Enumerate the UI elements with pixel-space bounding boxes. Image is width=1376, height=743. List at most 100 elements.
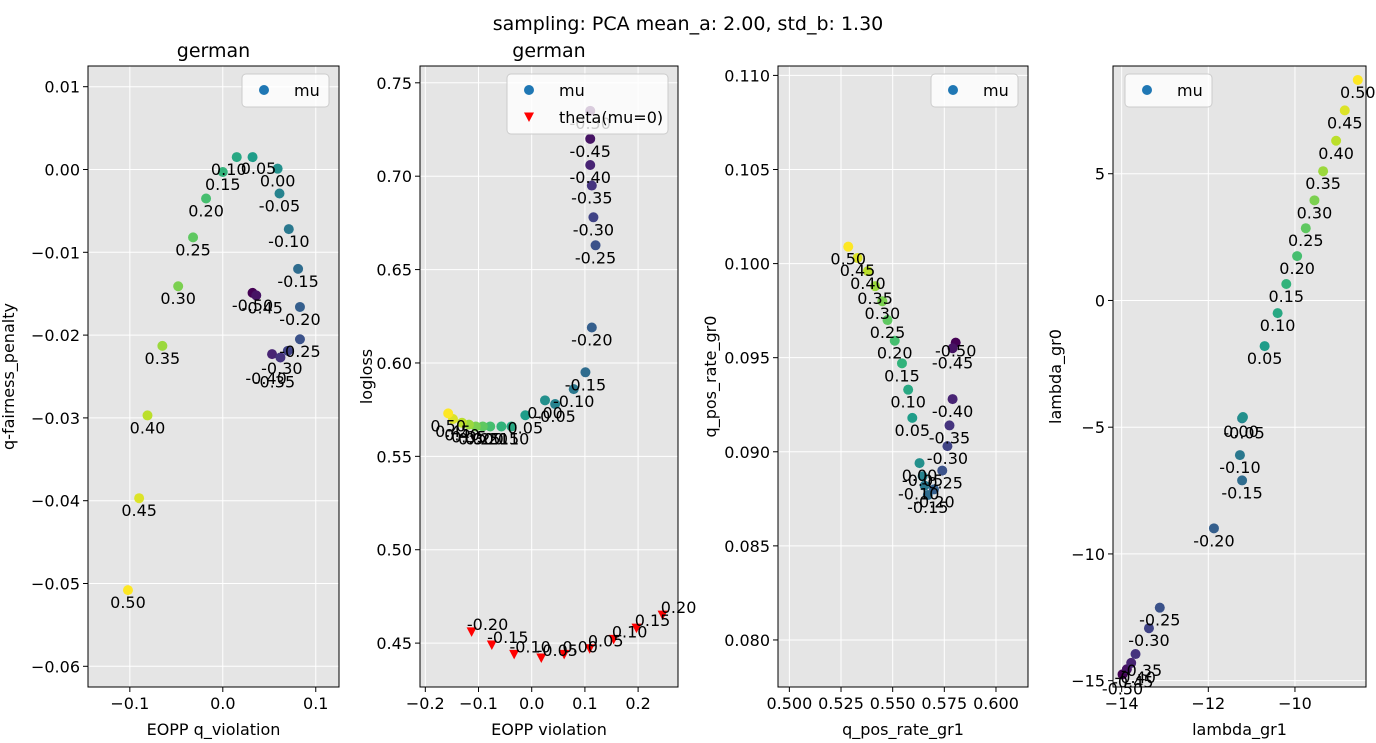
mu-point bbox=[283, 224, 294, 235]
point-label: -0.15 bbox=[1221, 483, 1262, 502]
y-tick-label: 0.65 bbox=[376, 261, 412, 280]
point-label: -0.10 bbox=[509, 637, 550, 656]
x-axis-label: EOPP violation bbox=[491, 720, 607, 739]
point-label: 0.00 bbox=[562, 637, 598, 656]
point-label: -0.15 bbox=[487, 628, 528, 647]
y-axis-label: logloss bbox=[357, 349, 376, 404]
subplot-4: -0.50-0.45-0.40-0.35-0.30-0.25-0.20-0.15… bbox=[1046, 65, 1376, 740]
point-label: -0.05 bbox=[1223, 423, 1264, 442]
legend-mu-marker bbox=[524, 85, 534, 95]
mu-point bbox=[870, 281, 881, 292]
subplot-title: german bbox=[512, 40, 585, 62]
point-label: 0.15 bbox=[635, 611, 671, 630]
point-label: 0.35 bbox=[857, 289, 893, 308]
y-tick-label: 0 bbox=[1095, 291, 1105, 310]
legend-mu-marker bbox=[948, 85, 958, 95]
mu-point bbox=[590, 240, 601, 251]
point-label: 0.50 bbox=[830, 250, 866, 269]
point-label: 0.40 bbox=[1318, 144, 1354, 163]
x-tick-label: 0.575 bbox=[921, 694, 967, 713]
theta-point bbox=[486, 640, 497, 650]
point-label: 0.35 bbox=[1305, 174, 1341, 193]
point-label: 0.45 bbox=[840, 261, 876, 280]
point-label: 0.30 bbox=[160, 289, 196, 308]
x-tick-label: −0.1 bbox=[459, 694, 498, 713]
point-label: 0.20 bbox=[188, 201, 224, 220]
mu-point bbox=[294, 334, 305, 345]
point-label: -0.15 bbox=[907, 498, 948, 517]
y-axis-label: q-fairness_penalty bbox=[0, 303, 19, 450]
point-label: 0.00 bbox=[527, 403, 563, 422]
x-tick-label: 0.525 bbox=[818, 694, 864, 713]
legend-mu-marker bbox=[259, 85, 269, 95]
y-tick-label: 0.01 bbox=[44, 78, 80, 97]
mu-point bbox=[1154, 602, 1165, 613]
mu-point bbox=[1292, 251, 1303, 262]
point-label: -0.20 bbox=[279, 310, 320, 329]
theta-point bbox=[559, 649, 570, 660]
mu-point bbox=[903, 384, 914, 395]
point-label: 0.05 bbox=[241, 159, 277, 178]
y-axis-label: lambda_gr0 bbox=[1046, 329, 1066, 424]
legend: mu theta(mu=0) bbox=[506, 73, 669, 135]
point-label: -0.10 bbox=[898, 485, 939, 504]
mu-point bbox=[914, 458, 925, 469]
point-label: -0.45 bbox=[932, 353, 973, 372]
mu-point bbox=[457, 417, 468, 428]
point-label: -0.20 bbox=[571, 330, 612, 349]
point-label: 0.25 bbox=[1288, 231, 1324, 250]
point-label: -0.10 bbox=[1219, 458, 1260, 477]
x-axis-label: EOPP q_violation bbox=[147, 720, 281, 740]
point-label: 0.15 bbox=[884, 366, 920, 385]
theta-point bbox=[466, 627, 477, 637]
mu-point bbox=[217, 166, 228, 177]
y-tick-label: 0.75 bbox=[376, 74, 412, 93]
y-tick-label: −10 bbox=[1071, 545, 1105, 564]
point-label: -0.25 bbox=[922, 474, 963, 493]
x-tick-label: 0.0 bbox=[210, 694, 235, 713]
point-label: -0.40 bbox=[570, 168, 611, 187]
mu-point bbox=[231, 152, 242, 163]
mu-point bbox=[293, 263, 304, 274]
point-label: 0.20 bbox=[877, 344, 913, 363]
point-label: 0.10 bbox=[612, 622, 648, 641]
point-label: -0.25 bbox=[575, 248, 616, 267]
point-label: 0.50 bbox=[110, 593, 146, 612]
point-label: 0.30 bbox=[1297, 203, 1333, 222]
legend-box bbox=[930, 73, 1019, 108]
point-label: 0.50 bbox=[1340, 83, 1376, 102]
y-tick-label: −0.03 bbox=[31, 409, 80, 428]
mu-point bbox=[889, 335, 900, 346]
point-label: 0.10 bbox=[211, 160, 247, 179]
mu-point bbox=[142, 410, 153, 421]
point-label: 0.35 bbox=[451, 428, 487, 447]
point-label: -0.35 bbox=[929, 428, 970, 447]
y-tick-label: 5 bbox=[1095, 165, 1105, 184]
mu-point bbox=[843, 241, 854, 252]
legend-box bbox=[1124, 73, 1213, 108]
mu-point bbox=[173, 281, 184, 292]
x-tick-label: 0.1 bbox=[303, 694, 328, 713]
point-label: -0.05 bbox=[534, 407, 575, 426]
point-label: -0.25 bbox=[279, 342, 320, 361]
point-label: -0.35 bbox=[254, 372, 295, 391]
point-label: -0.20 bbox=[1193, 531, 1234, 550]
theta-point bbox=[608, 634, 619, 645]
point-label: 0.00 bbox=[902, 466, 938, 485]
point-label: -0.45 bbox=[242, 298, 283, 317]
point-label: 0.05 bbox=[588, 632, 624, 651]
y-tick-label: 0.45 bbox=[376, 634, 412, 653]
mu-point bbox=[1259, 341, 1270, 352]
point-label: -0.15 bbox=[565, 375, 606, 394]
y-tick-label: 0.105 bbox=[724, 161, 770, 180]
mu-point bbox=[247, 152, 258, 163]
mu-point bbox=[1234, 450, 1245, 461]
mu-point bbox=[201, 193, 212, 204]
y-tick-label: 0.100 bbox=[724, 255, 770, 274]
point-label: -0.30 bbox=[927, 449, 968, 468]
mu-point bbox=[1143, 623, 1154, 634]
point-label: -0.30 bbox=[261, 359, 302, 378]
point-label: -0.35 bbox=[571, 189, 612, 208]
mu-point bbox=[896, 358, 907, 369]
mu-point bbox=[568, 384, 579, 395]
